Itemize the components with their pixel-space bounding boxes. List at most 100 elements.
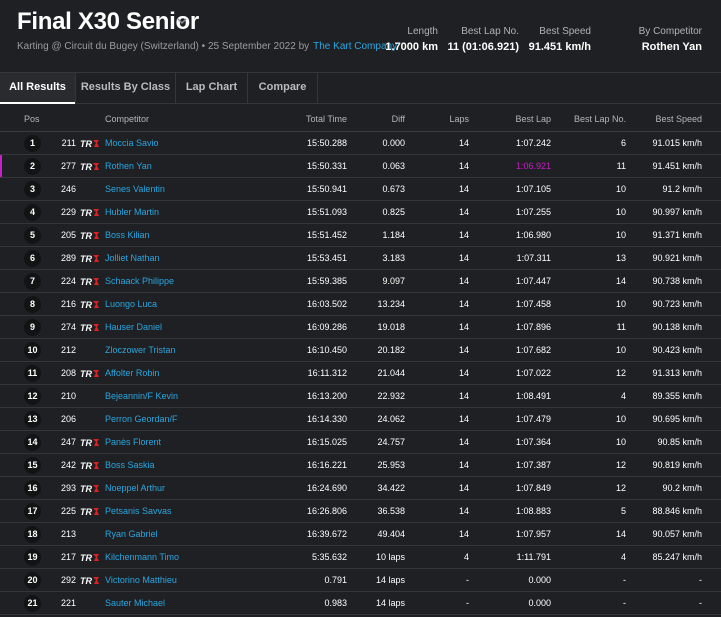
col-competitor[interactable]: Competitor <box>105 114 150 124</box>
table-row[interactable]: 1 211 TR Moccia Savio 15:50.288 0.000 14 1:07.2… <box>0 132 721 155</box>
table-row[interactable]: 15 242 TR Boss Saskia 16:16.221 25.953 14 1:07.… <box>0 454 721 477</box>
position-badge: 12 <box>24 388 41 405</box>
col-best-lap-no[interactable]: Best Lap No. <box>573 114 626 124</box>
stat-best-lap-no: Best Lap No. 11 (01:06.921) <box>447 26 519 53</box>
competitor-link[interactable]: Ryan Gabriel <box>105 529 158 539</box>
best-lap-no: - <box>623 575 626 585</box>
best-speed: 90.997 km/h <box>652 207 702 217</box>
best-lap: 1:07.896 <box>515 322 551 332</box>
best-lap-no: 12 <box>615 460 626 470</box>
kart-number: 221 <box>60 598 76 608</box>
stat-by-competitor: By Competitor Rothen Yan <box>639 26 702 53</box>
competitor-link[interactable]: Affolter Robin <box>105 368 160 378</box>
table-row[interactable]: 14 247 TR Panès Florent 16:15.025 24.757 14 1:0… <box>0 431 721 454</box>
competitor-link[interactable]: Perron Geordan/F <box>105 414 178 424</box>
competitor-link[interactable]: Boss Saskia <box>105 460 155 470</box>
svg-text:TR: TR <box>80 553 92 562</box>
competitor-link[interactable]: Hauser Daniel <box>105 322 163 332</box>
competitor-link[interactable]: Bejeannin/F Kevin <box>105 391 179 401</box>
stat-label: Best Speed <box>539 26 591 37</box>
best-lap: 1:07.447 <box>515 276 551 286</box>
kart-number: 211 <box>61 138 76 148</box>
table-row[interactable]: 8 216 TR Luongo Luca 16:03.502 13.234 14 1:07.4… <box>0 293 721 316</box>
team-logo-icon: TR <box>80 461 99 470</box>
laps: 14 <box>458 483 469 493</box>
kart-number: 293 <box>60 483 76 493</box>
kart-number: 246 <box>60 184 76 194</box>
tab-lap-chart[interactable]: Lap Chart <box>176 73 248 103</box>
best-speed: 90.2 km/h <box>662 483 702 493</box>
table-row[interactable]: 3 246 Senes Valentin 15:50.941 0.673 14 1:07.1… <box>0 178 721 201</box>
diff: 34.422 <box>377 483 405 493</box>
col-pos[interactable]: Pos <box>24 114 40 124</box>
tab-compare[interactable]: Compare <box>248 73 318 103</box>
team-logo-icon: TR <box>80 553 99 562</box>
table-row[interactable]: 21 221 Sauter Michael 0.983 14 laps - 0.000 - - <box>0 592 721 615</box>
best-speed: 91.371 km/h <box>652 230 702 240</box>
table-row[interactable]: 19 217 TR Kilchenmann Timo 5:35.632 10 laps 4 1… <box>0 546 721 569</box>
competitor-link[interactable]: Boss Kilian <box>105 230 150 240</box>
total-time: 16:09.286 <box>306 322 347 332</box>
svg-text:TR: TR <box>80 208 92 217</box>
col-best-speed[interactable]: Best Speed <box>655 114 702 124</box>
competitor-link[interactable]: Luongo Luca <box>105 299 158 309</box>
col-diff[interactable]: Diff <box>391 114 405 124</box>
best-lap-no: 10 <box>615 207 626 217</box>
stat-label: Length <box>407 26 438 37</box>
table-row[interactable]: 9 274 TR Hauser Daniel 16:09.286 19.018 14 1:07… <box>0 316 721 339</box>
competitor-link[interactable]: Senes Valentin <box>105 184 165 194</box>
diff: 20.182 <box>377 345 405 355</box>
table-row[interactable]: 5 205 TR Boss Kilian 15:51.452 1.184 14 1:06.98… <box>0 224 721 247</box>
best-lap: 1:07.242 <box>515 138 551 148</box>
tab-results-by-class[interactable]: Results By Class <box>76 73 176 103</box>
competitor-link[interactable]: Kilchenmann Timo <box>105 552 180 562</box>
competitor-link[interactable]: Jolliet Nathan <box>105 253 160 263</box>
table-row[interactable]: 6 289 TR Jolliet Nathan 15:53.451 3.183 14 1:07… <box>0 247 721 270</box>
table-row[interactable]: 11 208 TR Affolter Robin 16:11.312 21.044 14 1:… <box>0 362 721 385</box>
table-row[interactable]: 16 293 TR Noeppel Arthur 16:24.690 34.422 14 1:… <box>0 477 721 500</box>
competitor-link[interactable]: Moccia Savio <box>105 138 159 148</box>
diff: 10 laps <box>375 552 405 562</box>
position-badge: 15 <box>24 457 41 474</box>
svg-text:TR: TR <box>80 254 92 263</box>
best-lap: 1:07.022 <box>515 368 551 378</box>
table-row[interactable]: 10 212 Zloczower Tristan 16:10.450 20.182 14 1… <box>0 339 721 362</box>
laps: 14 <box>458 230 469 240</box>
table-row[interactable]: 20 292 TR Victorino Matthieu 0.791 14 laps - 0.… <box>0 569 721 592</box>
table-row[interactable]: 18 213 Ryan Gabriel 16:39.672 49.404 14 1:07.9… <box>0 523 721 546</box>
table-row[interactable]: 17 225 TR Petsanis Savvas 16:26.806 36.538 14 1… <box>0 500 721 523</box>
competitor-link[interactable]: Victorino Matthieu <box>105 575 177 585</box>
diff: 14 laps <box>375 575 405 585</box>
best-lap-no: 12 <box>615 368 626 378</box>
competitor-link[interactable]: Zloczower Tristan <box>105 345 176 355</box>
total-time: 16:03.502 <box>306 299 347 309</box>
competitor-link[interactable]: Rothen Yan <box>105 161 152 171</box>
total-time: 15:50.941 <box>306 184 347 194</box>
position-badge: 7 <box>24 273 41 290</box>
chevron-down-icon[interactable] <box>177 16 187 26</box>
competitor-link[interactable]: Sauter Michael <box>105 598 166 608</box>
team-logo-icon: TR <box>80 208 99 217</box>
laps: 14 <box>458 138 469 148</box>
svg-text:TR: TR <box>80 576 92 585</box>
col-laps[interactable]: Laps <box>449 114 469 124</box>
competitor-link[interactable]: Petsanis Savvas <box>105 506 172 516</box>
table-row[interactable]: 4 229 TR Hubler Martin 15:51.093 0.825 14 1:07.… <box>0 201 721 224</box>
table-row[interactable]: 13 206 Perron Geordan/F 16:14.330 24.062 14 1:… <box>0 408 721 431</box>
competitor-link[interactable]: Panès Florent <box>105 437 162 447</box>
competitor-link[interactable]: Noeppel Arthur <box>105 483 166 493</box>
diff: 24.062 <box>377 414 405 424</box>
laps: 14 <box>458 460 469 470</box>
table-row[interactable]: 2 277 TR Rothen Yan 15:50.331 0.063 14 1:06.921… <box>0 155 721 178</box>
competitor-link[interactable]: Schaack Philippe <box>105 276 175 286</box>
table-row[interactable]: 7 224 TR Schaack Philippe 15:59.385 9.097 14 1:… <box>0 270 721 293</box>
col-total-time[interactable]: Total Time <box>305 114 347 124</box>
laps: - <box>466 598 469 608</box>
table-row[interactable]: 12 210 Bejeannin/F Kevin 16:13.200 22.932 14 1… <box>0 385 721 408</box>
organizer-link[interactable]: The Kart Company <box>313 41 398 52</box>
tab-all-results[interactable]: All Results <box>0 73 76 104</box>
total-time: 15:59.385 <box>306 276 347 286</box>
competitor-link[interactable]: Hubler Martin <box>105 207 160 217</box>
stat-length: Length 1.7000 km <box>385 26 438 53</box>
col-best-lap[interactable]: Best Lap <box>515 114 551 124</box>
